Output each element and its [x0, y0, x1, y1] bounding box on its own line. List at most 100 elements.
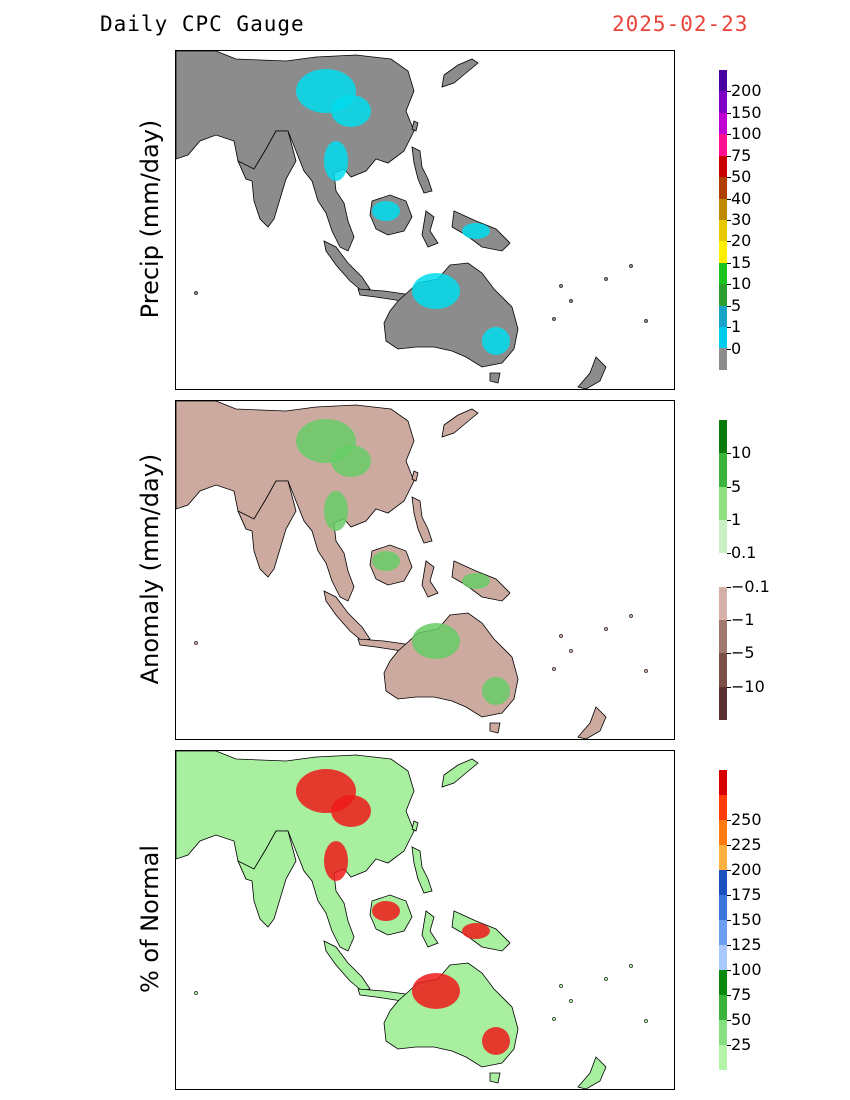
colorbar-tick-label: 10: [731, 443, 752, 463]
colorbar-swatch: [719, 198, 727, 220]
field-patch: [372, 901, 400, 921]
colorbar-tick: [727, 686, 731, 688]
field-patch: [412, 973, 460, 1009]
colorbar-swatch: [719, 420, 727, 454]
small-island: [604, 627, 608, 631]
colorbar-tick: [727, 134, 731, 136]
colorbar-tick-label: 50: [731, 167, 752, 187]
colorbar-tick-label: 5: [731, 476, 742, 496]
small-island: [194, 641, 198, 645]
small-island: [569, 299, 573, 303]
colorbar-tick-label: 0: [731, 338, 742, 358]
landmass-tasmania: [489, 372, 501, 384]
colorbar-tick: [727, 177, 731, 179]
landmass-philippines: [411, 496, 433, 544]
landmass-japan: [441, 58, 479, 88]
colorbar-tick-label: 25: [731, 1035, 752, 1054]
small-island: [552, 317, 556, 321]
colorbar-swatch: [719, 486, 727, 520]
landmass-philippines: [411, 146, 433, 194]
field-patch: [324, 491, 348, 531]
landmass-taiwan: [411, 120, 419, 132]
colorbar-swatch: [719, 453, 727, 487]
percent-map-panel: [175, 750, 675, 1090]
colorbar-tick: [727, 112, 731, 114]
colorbar-tick-label: 150: [731, 910, 762, 929]
field-patch: [412, 623, 460, 659]
landmass-sulawesi: [421, 210, 439, 248]
colorbar-tick: [727, 970, 731, 971]
small-island: [614, 1089, 617, 1090]
colorbar-swatch: [719, 262, 727, 285]
small-island: [194, 991, 198, 995]
colorbar-tick: [727, 1020, 731, 1021]
colorbar-swatch: [719, 91, 727, 113]
small-island: [629, 614, 633, 618]
colorbar-tick-label: 1: [731, 510, 742, 529]
colorbar-tick-label: 10: [731, 274, 752, 294]
colorbar-tick: [727, 520, 731, 521]
field-patch: [482, 677, 510, 705]
colorbar-tick-label: 30: [731, 210, 752, 229]
small-island: [629, 264, 633, 268]
colorbar-tick-label: 20: [731, 231, 752, 251]
colorbar-swatch: [719, 619, 727, 654]
colorbar-tick-label: 175: [731, 885, 762, 904]
colorbar-swatch: [719, 327, 727, 349]
colorbar-swatch: [719, 686, 727, 720]
colorbar-tick-label: 15: [731, 252, 752, 272]
colorbar-swatch: [719, 945, 727, 970]
landmass-nz: [577, 1056, 607, 1089]
precip-map: [176, 51, 648, 390]
landmass-sulawesi: [421, 560, 439, 598]
colorbar-swatch: [719, 870, 727, 895]
small-island: [559, 984, 563, 988]
landmass-japan: [441, 758, 479, 788]
colorbar-tick: [727, 945, 731, 946]
chart-title: Daily CPC Gauge: [100, 12, 305, 36]
colorbar-swatch: [719, 770, 727, 795]
colorbar-tick: [727, 870, 731, 871]
field-patch: [331, 445, 371, 477]
colorbar-tick-label: 1: [731, 317, 742, 337]
colorbar-swatch: [719, 134, 727, 156]
colorbar-tick: [727, 486, 731, 488]
colorbar-tick: [727, 920, 731, 921]
landmass-philippines: [411, 846, 433, 894]
colorbar-tick: [727, 845, 731, 846]
small-island: [644, 669, 648, 673]
small-island: [629, 964, 633, 968]
colorbar-tick-label: 100: [731, 124, 762, 144]
landmass-nz: [577, 706, 607, 739]
small-island: [559, 284, 563, 288]
colorbar-swatch: [719, 70, 727, 92]
field-patch: [331, 795, 371, 827]
colorbar-swatch: [719, 519, 727, 554]
colorbar-tick-label: 40: [731, 188, 752, 208]
colorbar-swatch: [719, 820, 727, 845]
field-patch: [462, 573, 490, 589]
colorbar-tick-label: 225: [731, 835, 762, 854]
colorbar-tick: [727, 995, 731, 996]
landmass-tasmania: [489, 1072, 501, 1084]
colorbar-swatch: [719, 219, 727, 242]
colorbar-tick: [727, 198, 731, 200]
small-island: [614, 389, 617, 390]
colorbar-swatch: [719, 155, 727, 178]
date-label: 2025-02-23: [612, 12, 749, 36]
landmass-india_tip: [237, 830, 297, 928]
colorbar-tick-label: 50: [731, 1010, 752, 1029]
colorbar-tick: [727, 553, 731, 555]
colorbar-swatch: [719, 1045, 727, 1070]
percent-ylabel: % of Normal: [136, 844, 164, 994]
anomaly-map-panel: [175, 400, 675, 740]
colorbar-tick: [727, 1045, 731, 1046]
precip-map-panel: [175, 50, 675, 390]
landmass-india_tip: [237, 130, 297, 228]
colorbar-swatch: [719, 895, 727, 920]
colorbar-tick-label: −5: [731, 643, 755, 663]
colorbar-swatch: [719, 970, 727, 995]
percent-colorbar: [719, 770, 727, 1070]
small-island: [552, 667, 556, 671]
colorbar-tick-label: −1: [731, 610, 755, 629]
